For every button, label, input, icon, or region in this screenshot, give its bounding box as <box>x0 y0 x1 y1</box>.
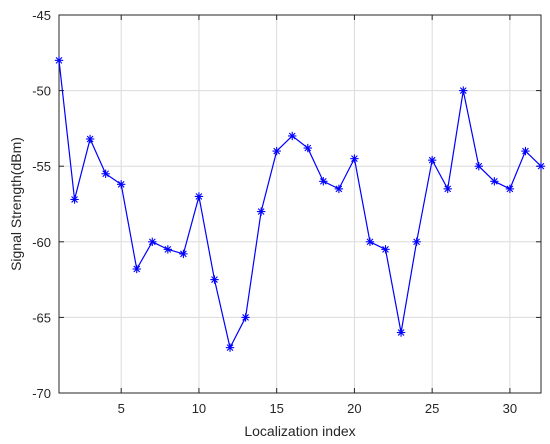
data-point-marker <box>365 237 375 246</box>
tick-marks <box>59 14 541 394</box>
data-point-marker <box>350 154 359 163</box>
x-axis-label: Localization index <box>244 423 355 439</box>
y-axis-label: Signal Strength(dBm) <box>8 137 24 271</box>
data-point-marker <box>474 162 484 171</box>
series-line <box>58 60 542 350</box>
data-point-marker <box>443 184 452 194</box>
data-point-marker <box>490 177 499 186</box>
y-tick-label: -65 <box>32 310 51 325</box>
x-tick-label: 20 <box>347 401 361 416</box>
y-tick-label: -45 <box>32 8 51 23</box>
data-point-marker <box>85 134 95 144</box>
data-point-marker <box>179 249 188 259</box>
data-point-marker <box>412 237 421 246</box>
data-point-marker <box>194 192 204 201</box>
x-tick-labels: 5 10 15 20 25 30 <box>118 401 518 416</box>
data-point-marker <box>148 237 157 246</box>
data-point-marker <box>303 143 312 153</box>
plot-frame <box>58 14 542 394</box>
data-point-marker <box>256 207 266 216</box>
plot-background <box>59 15 541 393</box>
data-point-marker <box>116 180 126 189</box>
data-point-marker <box>427 155 437 165</box>
data-point-marker <box>396 328 406 337</box>
data-point-marker <box>163 245 173 254</box>
y-tick-label: -50 <box>32 84 51 99</box>
data-point-marker <box>505 184 515 194</box>
data-point-marker <box>101 169 110 178</box>
x-tick-label: 30 <box>503 401 517 416</box>
x-tick-label: 15 <box>269 401 283 416</box>
data-point-marker <box>334 184 344 194</box>
data-point-marker <box>319 177 328 186</box>
data-point-marker <box>459 86 468 95</box>
y-tick-labels: -70 -65 -60 -55 -50 -45 <box>32 8 51 401</box>
y-tick-label: -70 <box>32 386 51 401</box>
data-point-marker <box>54 56 64 65</box>
x-tick-label: 25 <box>425 401 439 416</box>
data-point-marker <box>521 146 530 156</box>
data-point-marker <box>210 275 219 284</box>
data-point-marker <box>536 162 546 171</box>
data-point-marker <box>70 195 79 204</box>
data-point-marker <box>241 313 250 322</box>
y-tick-label: -60 <box>32 235 51 250</box>
data-point-marker <box>132 264 141 274</box>
y-tick-label: -55 <box>32 159 51 174</box>
data-point-marker <box>272 146 281 156</box>
x-tick-label: 5 <box>118 401 125 416</box>
data-point-marker <box>225 343 235 352</box>
series-layer <box>54 56 546 352</box>
x-tick-label: 10 <box>192 401 206 416</box>
data-point-marker <box>288 131 297 141</box>
data-point-marker <box>381 245 390 254</box>
